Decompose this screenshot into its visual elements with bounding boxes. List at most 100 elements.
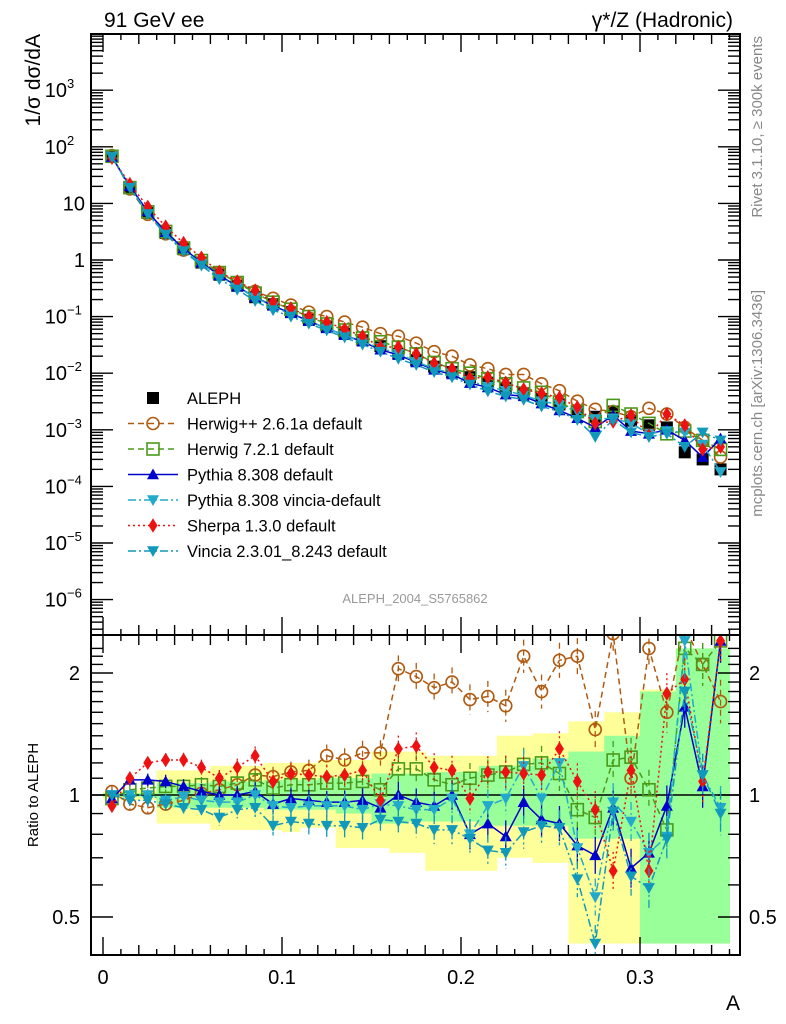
ratio-herwig-point xyxy=(319,748,334,763)
ratio-sherpa-point xyxy=(340,767,350,783)
ratio-pythia-point xyxy=(284,802,297,814)
ratio-vincia-point xyxy=(428,825,441,836)
ratio-pythia-point xyxy=(249,790,262,801)
main-pythia-point xyxy=(625,418,638,430)
ratio-pythia-point xyxy=(535,793,548,805)
main-vincia-point xyxy=(428,367,441,379)
main-sherpa-line xyxy=(111,157,721,451)
main-herwig-point xyxy=(642,401,656,416)
ratio-vincia-point xyxy=(660,833,673,845)
ratio-sherpa-point xyxy=(304,767,314,783)
main-vincia-point xyxy=(481,386,494,398)
main-vincia-point xyxy=(571,415,584,426)
main-vincia-point xyxy=(607,415,620,426)
main-vincia-point xyxy=(195,260,208,272)
legend-label: Vincia 2.3.01_8.243 default xyxy=(187,543,387,561)
ratio-pythia-point xyxy=(177,791,190,803)
ratio-sherpa-point xyxy=(179,752,189,768)
main-ytick-label: 10 xyxy=(45,137,67,159)
main-vincia-point xyxy=(553,406,566,418)
ratio-herwig-point xyxy=(409,669,424,684)
legend-marker xyxy=(148,518,158,533)
ratio-pythia-point xyxy=(392,801,405,812)
ratio-sherpa-point xyxy=(411,738,421,754)
ratio-herwig-point xyxy=(679,621,691,633)
ratio-pythia-point xyxy=(589,892,602,904)
rivet-label: Rivet 3.1.10, ≥ 300k events xyxy=(749,36,766,218)
ratio-pythia-point xyxy=(159,775,172,787)
mcplots-label: mcplots.cern.ch [arXiv:1306.3436] xyxy=(749,290,766,517)
main-ytick-label: 10 xyxy=(45,590,67,612)
ratio-sherpa-point xyxy=(572,774,582,789)
main-vincia-point xyxy=(625,427,638,439)
ratio-sherpa-point xyxy=(537,767,547,783)
ratio-herwig-point xyxy=(337,753,352,767)
ratio-sherpa-point xyxy=(375,793,385,808)
ratio-ytick-label-right: 1 xyxy=(749,785,760,807)
ratio-ytick-label-right: 2 xyxy=(749,663,760,685)
ratio-vincia-point xyxy=(320,820,333,832)
ratio-axes: 0 0.1 0.2 0.3 0.5 0.5 1 1 2 2 xyxy=(52,635,777,989)
ratio-sherpa-point xyxy=(232,760,242,775)
legend-marker xyxy=(147,546,159,557)
main-ytick-exponent: −1 xyxy=(67,303,82,318)
ratio-sherpa-point xyxy=(161,752,171,768)
ratio-sherpa-point xyxy=(358,763,368,778)
main-vincia-point xyxy=(714,435,727,447)
ratio-sherpa-point xyxy=(680,672,690,687)
main-ytick-exponent: 3 xyxy=(67,76,74,91)
right-title: γ*/Z (Hadronic) xyxy=(592,9,733,32)
main-herwig-point xyxy=(373,326,388,341)
ratio-pythia-point xyxy=(320,801,333,812)
legend-marker xyxy=(146,442,160,456)
main-ytick-label: 1 xyxy=(74,250,85,272)
ratio-herwig-point xyxy=(391,762,406,776)
main-sherpa-point xyxy=(411,346,421,362)
ratio-vincia-point xyxy=(625,871,638,883)
ratio-pythia-point xyxy=(481,801,494,812)
main-ytick-exponent: 2 xyxy=(67,133,74,148)
ratio-vincia-point xyxy=(392,816,405,828)
main-vincia-point xyxy=(589,432,602,443)
ratio-vincia-point xyxy=(446,825,459,836)
main-vincia-point xyxy=(374,346,387,358)
ratio-vincia-point xyxy=(213,812,226,824)
ratio-vincia-point xyxy=(678,686,691,698)
main-sherpa-point xyxy=(537,386,547,401)
main-vincia-point xyxy=(302,318,315,330)
ratio-vincia-point xyxy=(105,790,118,801)
ratio-vincia-point xyxy=(159,799,172,811)
legend: ALEPH Herwig++ 2.6.1a default Herwig 7.2.1… xyxy=(128,390,387,561)
ratio-ylabel: Ratio to ALEPH xyxy=(25,743,42,847)
ratio-pythia-point xyxy=(553,758,566,769)
ratio-vincia-point xyxy=(177,802,190,814)
ratio-sherpa-point xyxy=(143,755,153,771)
main-sherpa-point xyxy=(519,382,529,397)
main-ytick-label: 10 xyxy=(45,307,67,329)
ratio-vincia-point xyxy=(302,818,315,830)
legend-label: Sherpa 1.3.0 default xyxy=(187,518,336,536)
legend-label: Pythia 8.308 default xyxy=(187,467,333,485)
ratio-pythia-point xyxy=(517,796,530,807)
main-ytick-exponent: −5 xyxy=(67,529,82,544)
ratio-sherpa-point xyxy=(286,766,296,781)
band-stat_inner xyxy=(640,691,659,944)
main-herwig-point xyxy=(516,367,531,382)
ratio-sherpa-point xyxy=(483,764,493,780)
ratio-sherpa-point xyxy=(322,769,332,784)
ratio-vincia-point xyxy=(123,795,136,807)
xtick-label: 0.2 xyxy=(447,967,475,989)
legend-marker xyxy=(147,468,159,480)
analysis-id: ALEPH_2004_S5765862 xyxy=(342,591,487,606)
main-sherpa-point xyxy=(143,199,153,215)
ratio-sherpa-point xyxy=(608,863,618,879)
main-vincia-point xyxy=(678,442,691,453)
legend-label: Pythia 8.308 vincia-default xyxy=(187,492,381,510)
legend-marker xyxy=(146,416,160,431)
xtick-label: 0.3 xyxy=(626,967,654,989)
main-ytick-exponent: −4 xyxy=(67,472,82,487)
main-vincia-point xyxy=(123,182,136,194)
ratio-sherpa-point xyxy=(196,760,206,775)
